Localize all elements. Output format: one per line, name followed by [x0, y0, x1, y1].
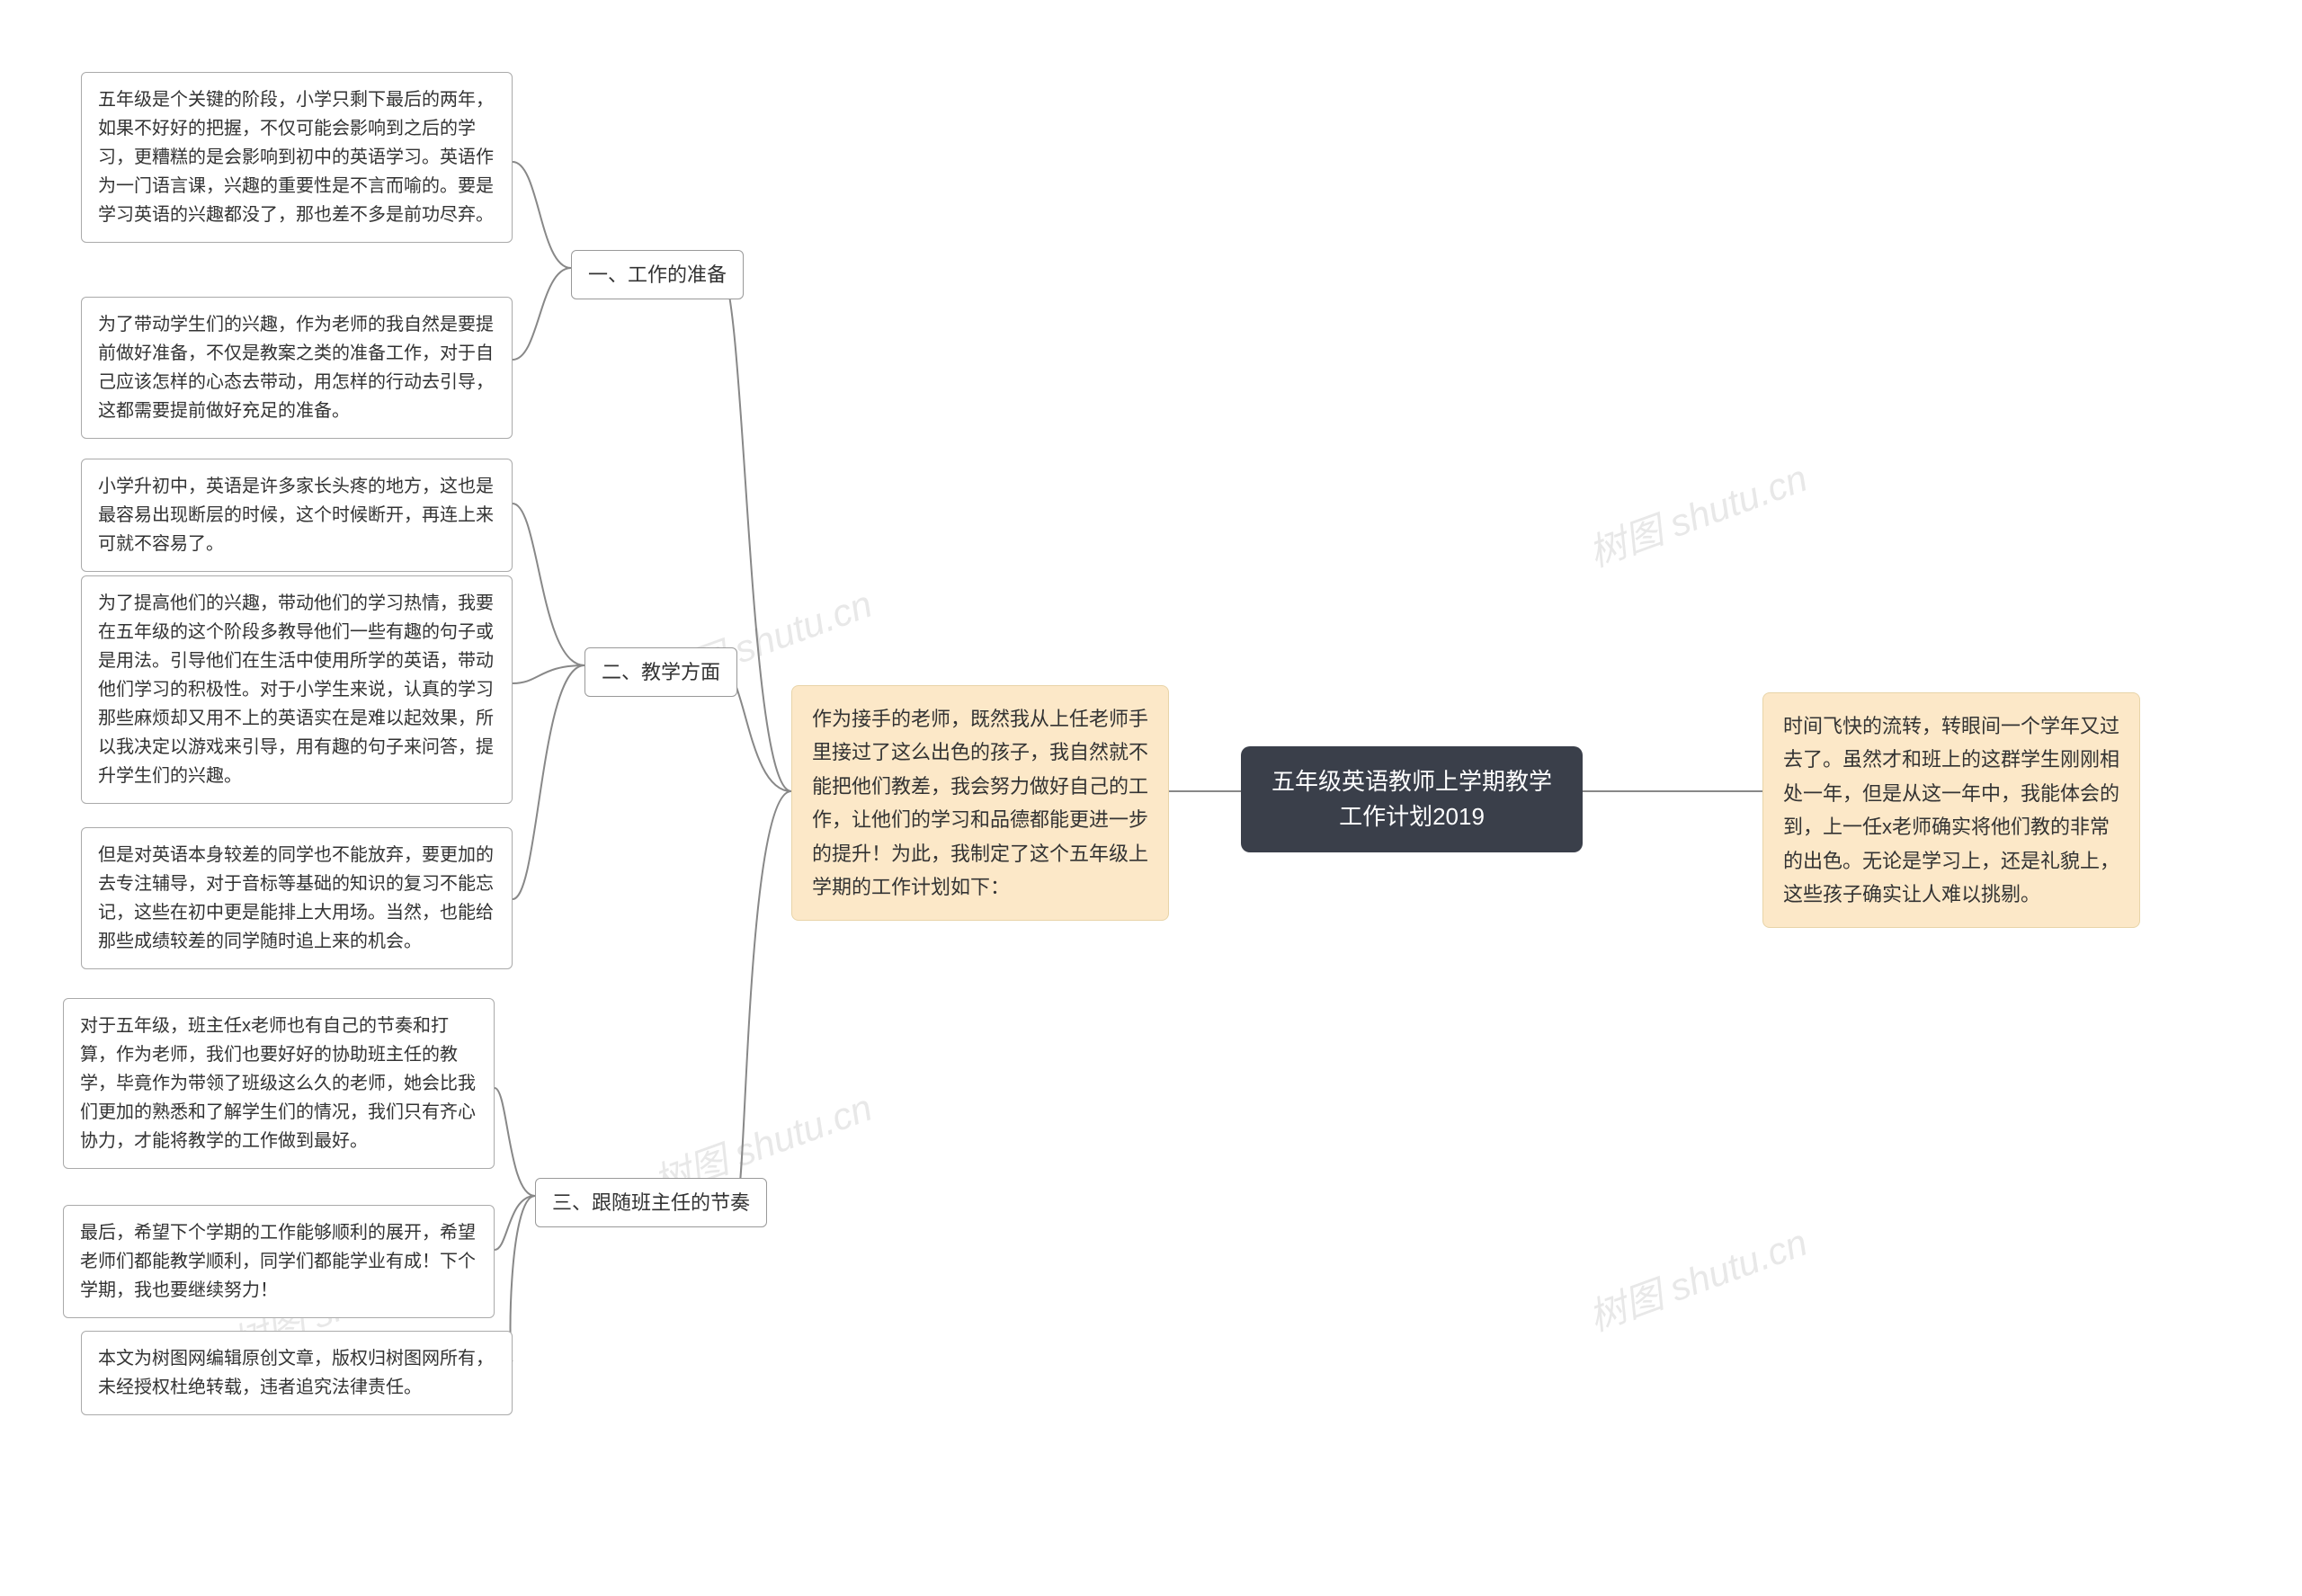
leaf-node[interactable]: 为了带动学生们的兴趣，作为老师的我自然是要提前做好准备，不仅是教案之类的准备工作… — [81, 297, 513, 439]
leaf-node[interactable]: 为了提高他们的兴趣，带动他们的学习热情，我要在五年级的这个阶段多教导他们一些有趣… — [81, 575, 513, 804]
section-node-3[interactable]: 三、跟随班主任的节奏 — [535, 1178, 767, 1227]
center-node[interactable]: 五年级英语教师上学期教学工作计划2019 — [1241, 746, 1583, 852]
leaf-node[interactable]: 本文为树图网编辑原创文章，版权归树图网所有，未经授权杜绝转载，违者追究法律责任。 — [81, 1331, 513, 1415]
section-title: 三、跟随班主任的节奏 — [552, 1191, 750, 1214]
section-title: 一、工作的准备 — [588, 263, 727, 286]
section-title: 二、教学方面 — [602, 661, 720, 683]
right-intro-node[interactable]: 时间飞快的流转，转眼间一个学年又过去了。虽然才和班上的这群学生刚刚相处一年，但是… — [1762, 692, 2140, 928]
leaf-text: 为了带动学生们的兴趣，作为老师的我自然是要提前做好准备，不仅是教案之类的准备工作… — [98, 315, 494, 421]
leaf-text: 为了提高他们的兴趣，带动他们的学习热情，我要在五年级的这个阶段多教导他们一些有趣… — [98, 593, 494, 786]
section-node-1[interactable]: 一、工作的准备 — [571, 250, 744, 299]
leaf-node[interactable]: 小学升初中，英语是许多家长头疼的地方，这也是最容易出现断层的时候，这个时候断开，… — [81, 459, 513, 572]
watermark: 树图 shutu.cn — [1580, 448, 1814, 577]
left-intro-text: 作为接手的老师，既然我从上任老师手里接过了这么出色的孩子，我自然就不能把他们教差… — [812, 708, 1148, 898]
leaf-text: 但是对英语本身较差的同学也不能放弃，要更加的去专注辅导，对于音标等基础的知识的复… — [98, 845, 494, 951]
leaf-text: 对于五年级，班主任x老师也有自己的节奏和打算，作为老师，我们也要好好的协助班主任… — [80, 1016, 476, 1151]
leaf-node[interactable]: 但是对英语本身较差的同学也不能放弃，要更加的去专注辅导，对于音标等基础的知识的复… — [81, 827, 513, 969]
section-node-2[interactable]: 二、教学方面 — [584, 647, 737, 697]
leaf-text: 小学升初中，英语是许多家长头疼的地方，这也是最容易出现断层的时候，这个时候断开，… — [98, 477, 494, 554]
leaf-node[interactable]: 五年级是个关键的阶段，小学只剩下最后的两年，如果不好好的把握，不仅可能会影响到之… — [81, 72, 513, 243]
watermark: 树图 shutu.cn — [1580, 1212, 1814, 1342]
mindmap-canvas: 树图 shutu.cn 树图 shutu.cn 树图 shutu.cn 树图 s… — [0, 0, 2302, 1596]
leaf-node[interactable]: 最后，希望下个学期的工作能够顺利的展开，希望老师们都能教学顺利，同学们都能学业有… — [63, 1205, 495, 1318]
leaf-text: 本文为树图网编辑原创文章，版权归树图网所有，未经授权杜绝转载，违者追究法律责任。 — [98, 1349, 494, 1397]
right-intro-text: 时间飞快的流转，转眼间一个学年又过去了。虽然才和班上的这群学生刚刚相处一年，但是… — [1783, 715, 2119, 905]
left-intro-node[interactable]: 作为接手的老师，既然我从上任老师手里接过了这么出色的孩子，我自然就不能把他们教差… — [791, 685, 1169, 921]
center-title: 五年级英语教师上学期教学工作计划2019 — [1271, 768, 1552, 830]
leaf-text: 五年级是个关键的阶段，小学只剩下最后的两年，如果不好好的把握，不仅可能会影响到之… — [98, 90, 494, 225]
leaf-node[interactable]: 对于五年级，班主任x老师也有自己的节奏和打算，作为老师，我们也要好好的协助班主任… — [63, 998, 495, 1169]
leaf-text: 最后，希望下个学期的工作能够顺利的展开，希望老师们都能教学顺利，同学们都能学业有… — [80, 1223, 476, 1300]
